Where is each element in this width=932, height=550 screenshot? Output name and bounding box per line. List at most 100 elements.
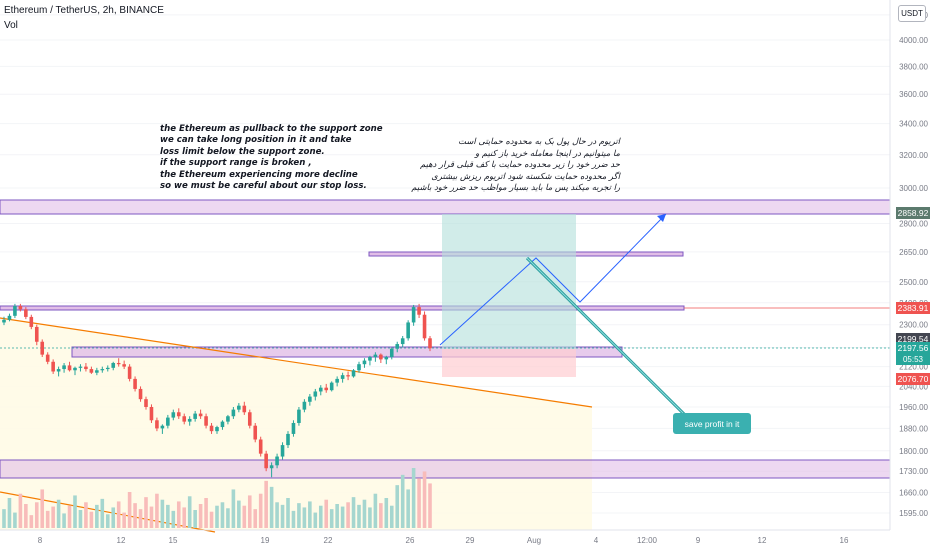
volume-bar [417, 478, 421, 528]
volume-bar [226, 508, 230, 528]
current-price-tag: 2197.56 [896, 342, 930, 354]
persian-note-line: حد ضرر خود را زیر محدوده حمایت با کف قبل… [420, 159, 620, 170]
candle-body [204, 416, 208, 426]
candle-body [122, 364, 126, 367]
candle-body [84, 366, 88, 370]
volume-bar [340, 506, 345, 528]
x-tick-label: 12 [758, 536, 767, 545]
resistance-zone[interactable] [0, 305, 685, 311]
candle-body [422, 314, 427, 339]
target-zone[interactable] [0, 199, 891, 215]
x-tick-label: 16 [840, 536, 849, 545]
candle-body [324, 387, 329, 391]
volume-bar [291, 510, 296, 528]
english-note-line: so we must be careful about our stop los… [160, 181, 367, 192]
persian-note-line: را تجربه میکند پس ما باید بسیار مواظب حد… [411, 182, 620, 193]
save-profit-callout[interactable]: save profit in it [673, 413, 751, 434]
volume-bar [329, 509, 334, 528]
volume-bar [395, 485, 400, 528]
english-note-line: the Ethereum as pullback to the support … [160, 124, 383, 134]
candle-body [297, 409, 301, 423]
candle-body [384, 356, 389, 360]
persian-note-line: اتریوم در حال پول بک به محدوده حمایتی اس… [458, 136, 620, 146]
candle-body [280, 445, 285, 457]
y-tick-label: 3000.00 [899, 184, 928, 193]
volume-bar [45, 510, 50, 528]
volume-bar [400, 474, 405, 528]
candle-body [105, 367, 110, 370]
persian-analysis-note[interactable]: اتریوم در حال پول بک به محدوده حمایتی اس… [360, 136, 620, 194]
candle-body [40, 341, 45, 355]
candle-body [417, 307, 421, 315]
volume-bar [62, 513, 66, 528]
candle-body [247, 412, 252, 426]
candle-body [400, 338, 405, 345]
candle-body [231, 409, 236, 417]
symbol-title[interactable]: Ethereum / TetherUS, 2h, BINANCE [4, 5, 164, 16]
english-analysis-note[interactable]: the Ethereum as pullback to the support … [160, 124, 390, 192]
y-tick-label: 2120.00 [899, 363, 928, 372]
candle-body [313, 391, 318, 397]
volume-bar [368, 507, 372, 528]
candle-body [62, 365, 66, 370]
candle-body [275, 456, 279, 466]
volume-bar [428, 483, 432, 528]
volume-bar [166, 504, 170, 528]
volume-bar [160, 499, 165, 528]
volume-bar [171, 510, 176, 528]
volume-bar [422, 471, 427, 528]
y-tick-label: 1800.00 [899, 447, 928, 456]
y-tick-label: 2800.00 [899, 219, 928, 228]
volume-bar [318, 505, 323, 528]
descending-trend-line[interactable] [0, 317, 593, 408]
y-tick-label: 1880.00 [899, 424, 928, 433]
lower-support-zone[interactable] [0, 459, 891, 479]
volume-bar [182, 507, 187, 528]
y-tick-label: 2300.00 [899, 321, 928, 330]
downside-arrow-inner [526, 257, 687, 417]
volume-bar [67, 505, 72, 528]
candle-body [67, 365, 72, 371]
volume-bar [29, 515, 34, 528]
volume-bar [111, 507, 116, 528]
candle-body [100, 369, 105, 371]
english-note-line: the Ethereum experiencing more decline [160, 169, 358, 180]
y-tick-label: 3800.00 [899, 62, 928, 71]
projected-path-arrowhead [657, 214, 666, 222]
candle-body [138, 388, 143, 400]
volume-bar [73, 495, 77, 528]
candle-body [395, 344, 400, 349]
candle-body [362, 360, 367, 365]
candle-body [2, 319, 6, 323]
volume-bar [302, 507, 307, 528]
candle-body [198, 413, 203, 417]
time-axis[interactable]: 8 12 15 19 22 26 29 Aug 4 12:00 9 12 16 [38, 536, 849, 545]
volume-bar [346, 502, 350, 528]
volume-bar [144, 497, 148, 528]
position-loss-area[interactable] [442, 349, 576, 377]
english-note-line: we can take long position in it and take [160, 135, 352, 146]
volume-bar [127, 492, 132, 528]
volume-indicator-label[interactable]: Vol [4, 20, 18, 31]
y-tick-label: 2650.00 [899, 248, 928, 257]
projected-path[interactable] [439, 213, 667, 346]
position-profit-area[interactable] [442, 214, 576, 349]
volume-bar [411, 468, 416, 528]
volume-bar [220, 502, 225, 528]
volume-bar [176, 501, 181, 528]
volume-bar [297, 503, 301, 528]
candle-body [149, 406, 154, 421]
volume-bar [264, 480, 268, 528]
x-tick-label: Aug [527, 536, 541, 545]
volume-bar [324, 499, 329, 528]
persian-note-line: اگر محدوده حمایت شکسته شود اتریوم ریزش ب… [431, 170, 620, 181]
candle-body [340, 375, 345, 379]
y-tick-label: 1730.00 [899, 467, 928, 476]
volume-bar [215, 505, 219, 528]
candle-body [379, 354, 383, 360]
candle-body [302, 401, 307, 410]
volume-bar [138, 509, 143, 528]
candle-body [29, 316, 34, 327]
currency-button[interactable]: USDT [898, 5, 926, 22]
